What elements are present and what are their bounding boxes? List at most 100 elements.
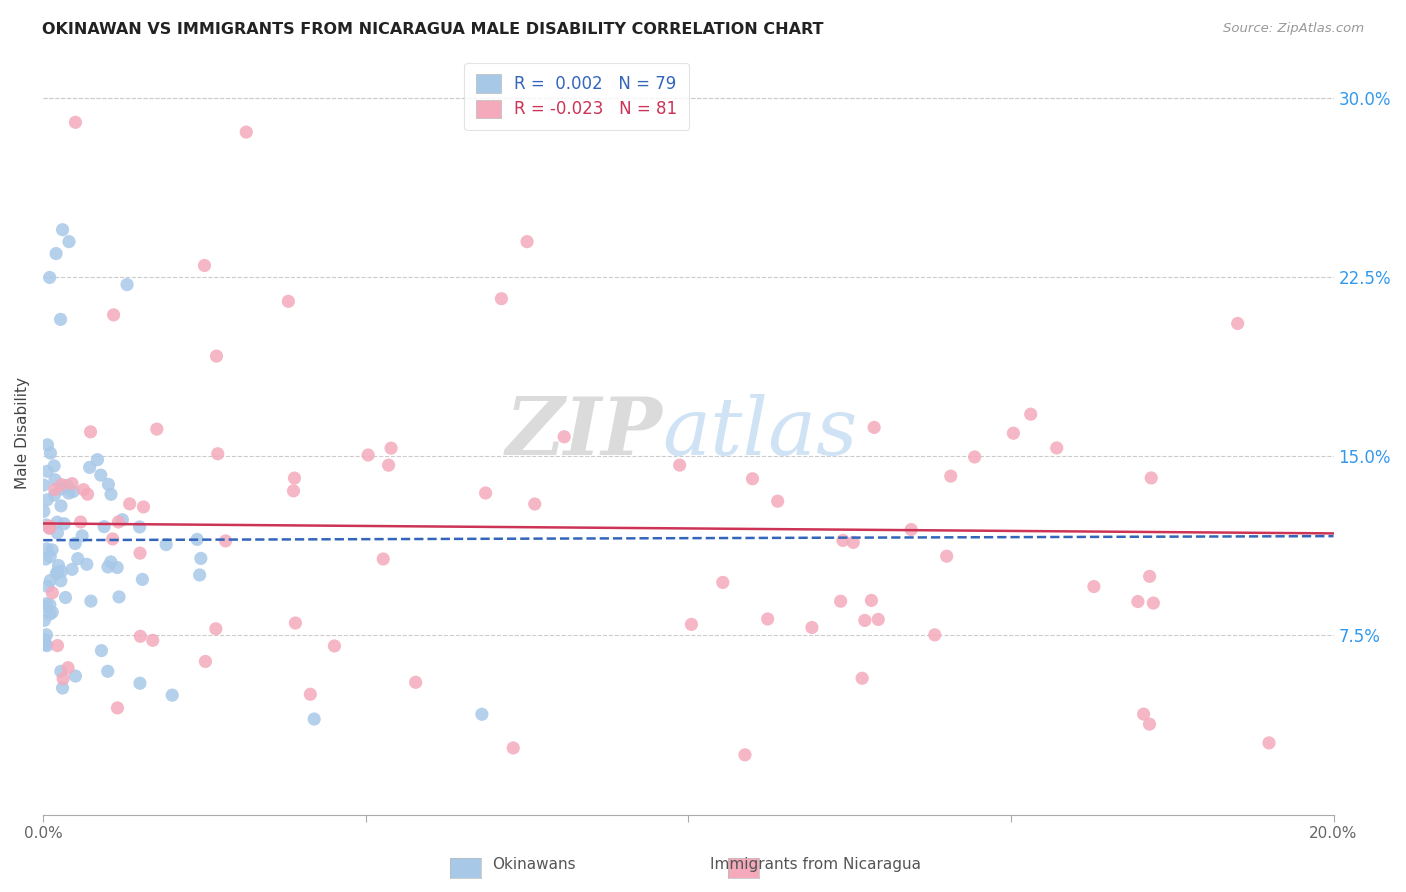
Point	[207, 447, 229, 461]
Point	[38, 598, 60, 612]
Point	[491, 292, 513, 306]
Point	[155, 538, 177, 552]
Point	[72, 483, 94, 497]
Point	[1258, 736, 1281, 750]
Point	[58, 235, 80, 249]
Point	[800, 620, 823, 634]
Point	[32, 599, 55, 614]
Point	[277, 294, 299, 309]
Point	[63, 536, 86, 550]
Point	[142, 633, 165, 648]
Point	[34, 613, 56, 627]
Point	[741, 472, 763, 486]
Point	[830, 594, 852, 608]
Point	[79, 425, 101, 439]
Point	[56, 478, 79, 492]
Point	[377, 458, 399, 473]
Point	[214, 533, 236, 548]
Point	[681, 617, 703, 632]
Point	[38, 520, 60, 534]
Point	[35, 541, 58, 556]
Point	[44, 483, 66, 497]
Point	[39, 446, 62, 460]
Point	[35, 639, 58, 653]
Point	[48, 558, 70, 573]
Point	[56, 661, 79, 675]
Point	[49, 574, 72, 588]
Point	[66, 551, 89, 566]
Point	[46, 526, 69, 541]
Point	[108, 590, 131, 604]
Point	[302, 712, 325, 726]
Point	[131, 573, 153, 587]
Point	[37, 464, 59, 478]
Point	[160, 688, 183, 702]
Point	[70, 529, 93, 543]
Point	[52, 672, 75, 686]
Point	[35, 597, 58, 611]
Text: Source: ZipAtlas.com: Source: ZipAtlas.com	[1223, 22, 1364, 36]
Point	[756, 612, 779, 626]
Point	[380, 441, 402, 455]
Point	[45, 566, 67, 581]
Point	[283, 471, 305, 485]
Point	[39, 574, 62, 588]
Point	[80, 594, 103, 608]
Point	[284, 615, 307, 630]
Point	[34, 638, 56, 652]
Point	[53, 516, 76, 531]
Point	[46, 639, 69, 653]
Point	[1139, 717, 1161, 731]
Point	[832, 533, 855, 548]
Point	[194, 655, 217, 669]
Point	[471, 707, 494, 722]
Point	[118, 497, 141, 511]
Point	[90, 468, 112, 483]
Point	[44, 473, 66, 487]
Point	[190, 551, 212, 566]
Point	[65, 669, 87, 683]
Point	[935, 549, 957, 564]
Text: ZIP: ZIP	[506, 394, 662, 471]
Point	[62, 484, 84, 499]
Point	[860, 593, 883, 607]
Point	[1083, 580, 1105, 594]
Point	[1046, 441, 1069, 455]
Point	[111, 513, 134, 527]
Text: Immigrants from Nicaragua: Immigrants from Nicaragua	[710, 857, 921, 872]
Point	[90, 643, 112, 657]
Point	[900, 523, 922, 537]
Point	[58, 486, 80, 500]
Point	[323, 639, 346, 653]
Point	[963, 450, 986, 464]
Point	[41, 586, 63, 600]
Text: OKINAWAN VS IMMIGRANTS FROM NICARAGUA MALE DISABILITY CORRELATION CHART: OKINAWAN VS IMMIGRANTS FROM NICARAGUA MA…	[42, 22, 824, 37]
Point	[35, 518, 58, 533]
Point	[60, 476, 83, 491]
Point	[69, 515, 91, 529]
Point	[38, 521, 60, 535]
Point	[924, 628, 946, 642]
Point	[79, 460, 101, 475]
Point	[51, 477, 73, 491]
Point	[188, 568, 211, 582]
Point	[553, 430, 575, 444]
Point	[93, 519, 115, 533]
Point	[44, 458, 66, 473]
Point	[49, 312, 72, 326]
Point	[939, 469, 962, 483]
Point	[41, 605, 63, 619]
Point	[103, 308, 125, 322]
Point	[842, 535, 865, 549]
Point	[49, 499, 72, 513]
Point	[37, 492, 59, 507]
Y-axis label: Male Disability: Male Disability	[15, 376, 30, 489]
Point	[474, 486, 496, 500]
Point	[32, 478, 55, 492]
Point	[128, 520, 150, 534]
Point	[129, 546, 152, 560]
Point	[868, 612, 890, 626]
Point	[235, 125, 257, 139]
Point	[129, 676, 152, 690]
Point	[105, 560, 128, 574]
